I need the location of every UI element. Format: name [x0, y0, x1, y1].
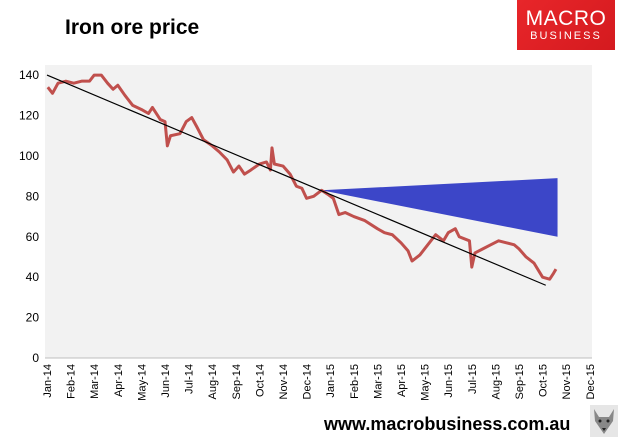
x-tick-label: Apr-14	[113, 364, 125, 397]
x-tick-label: Jul-15	[467, 364, 479, 394]
x-tick-label: Nov-14	[278, 364, 290, 399]
y-tick-label: 60	[26, 230, 40, 244]
y-tick-label: 140	[19, 68, 39, 82]
logo-line2: BUSINESS	[530, 30, 602, 42]
y-tick-label: 80	[26, 189, 40, 203]
x-tick-label: Feb-15	[349, 364, 361, 399]
x-tick-label: Jan-14	[42, 364, 54, 398]
x-tick-label: Oct-15	[538, 364, 550, 397]
x-tick-label: Jun-15	[443, 364, 455, 398]
forecast-cone	[321, 178, 558, 237]
macrobusiness-logo: MACRO BUSINESS	[517, 0, 615, 50]
x-tick-label: Aug-15	[490, 364, 502, 399]
y-tick-label: 100	[19, 149, 39, 163]
x-tick-label: May-15	[420, 364, 432, 401]
wolf-logo-icon	[590, 405, 618, 437]
y-tick-label: 0	[32, 351, 39, 365]
x-tick-label: Dec-15	[585, 364, 597, 399]
y-tick-label: 40	[26, 270, 40, 284]
logo-line1: MACRO	[525, 7, 607, 30]
x-tick-label: Mar-14	[89, 364, 101, 399]
x-tick-label: Dec-14	[302, 364, 314, 399]
x-tick-label: May-14	[136, 364, 148, 401]
trend-line	[46, 74, 546, 286]
x-tick-label: Mar-15	[372, 364, 384, 399]
x-tick-label: Apr-15	[396, 364, 408, 397]
x-tick-label: Jun-14	[160, 364, 172, 398]
x-tick-label: Jan-15	[325, 364, 337, 398]
x-tick-label: Aug-14	[207, 364, 219, 399]
x-tick-label: Jul-14	[184, 364, 196, 394]
x-tick-label: Feb-14	[66, 364, 78, 399]
x-tick-label: Sep-14	[231, 364, 243, 399]
x-tick-label: Nov-15	[561, 364, 573, 399]
y-tick-label: 20	[26, 311, 40, 325]
y-tick-label: 120	[19, 109, 39, 123]
chart-title: Iron ore price	[65, 16, 200, 39]
price-line	[46, 73, 558, 281]
website-url: www.macrobusiness.com.au	[324, 414, 571, 434]
x-tick-label: Sep-15	[514, 364, 526, 399]
x-tick-label: Oct-14	[254, 364, 266, 397]
